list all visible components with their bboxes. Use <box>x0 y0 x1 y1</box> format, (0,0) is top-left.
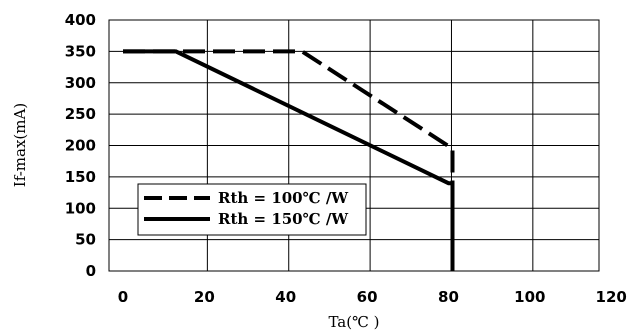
plot-frame <box>108 19 600 272</box>
legend-label-1: Rth = 100℃ /W <box>218 189 349 207</box>
series-lines <box>123 49 455 271</box>
x-tick-label: 20 <box>194 288 215 306</box>
legend-box <box>137 183 367 236</box>
x-tick-label: 60 <box>357 288 378 306</box>
series-line-2 <box>123 49 455 271</box>
y-tick-label: 200 <box>65 137 96 155</box>
x-axis-label: Ta(℃ ) <box>328 313 379 331</box>
legend-label-2: Rth = 150℃ /W <box>218 210 349 228</box>
x-tick-label: 40 <box>275 288 296 306</box>
y-tick-labels: 0 50 100 150 200 250 300 350 400 <box>65 11 96 280</box>
x-tick-label: 120 <box>596 288 627 306</box>
y-tick-label: 50 <box>75 231 96 249</box>
y-tick-label: 350 <box>65 42 96 60</box>
y-tick-label: 100 <box>65 199 96 217</box>
y-tick-label: 150 <box>65 168 96 186</box>
x-tick-label: 100 <box>514 288 545 306</box>
legend: Rth = 100℃ /W Rth = 150℃ /W <box>137 183 367 236</box>
x-tick-label: 0 <box>118 288 128 306</box>
y-tick-label: 400 <box>65 11 96 29</box>
x-tick-label: 80 <box>438 288 459 306</box>
y-tick-label: 250 <box>65 105 96 123</box>
y-tick-label: 0 <box>86 262 96 280</box>
y-axis-label: If-max(mA) <box>11 103 29 187</box>
y-tick-label: 300 <box>65 74 96 92</box>
x-tick-labels: 0 20 40 60 80 100 120 <box>118 288 627 306</box>
